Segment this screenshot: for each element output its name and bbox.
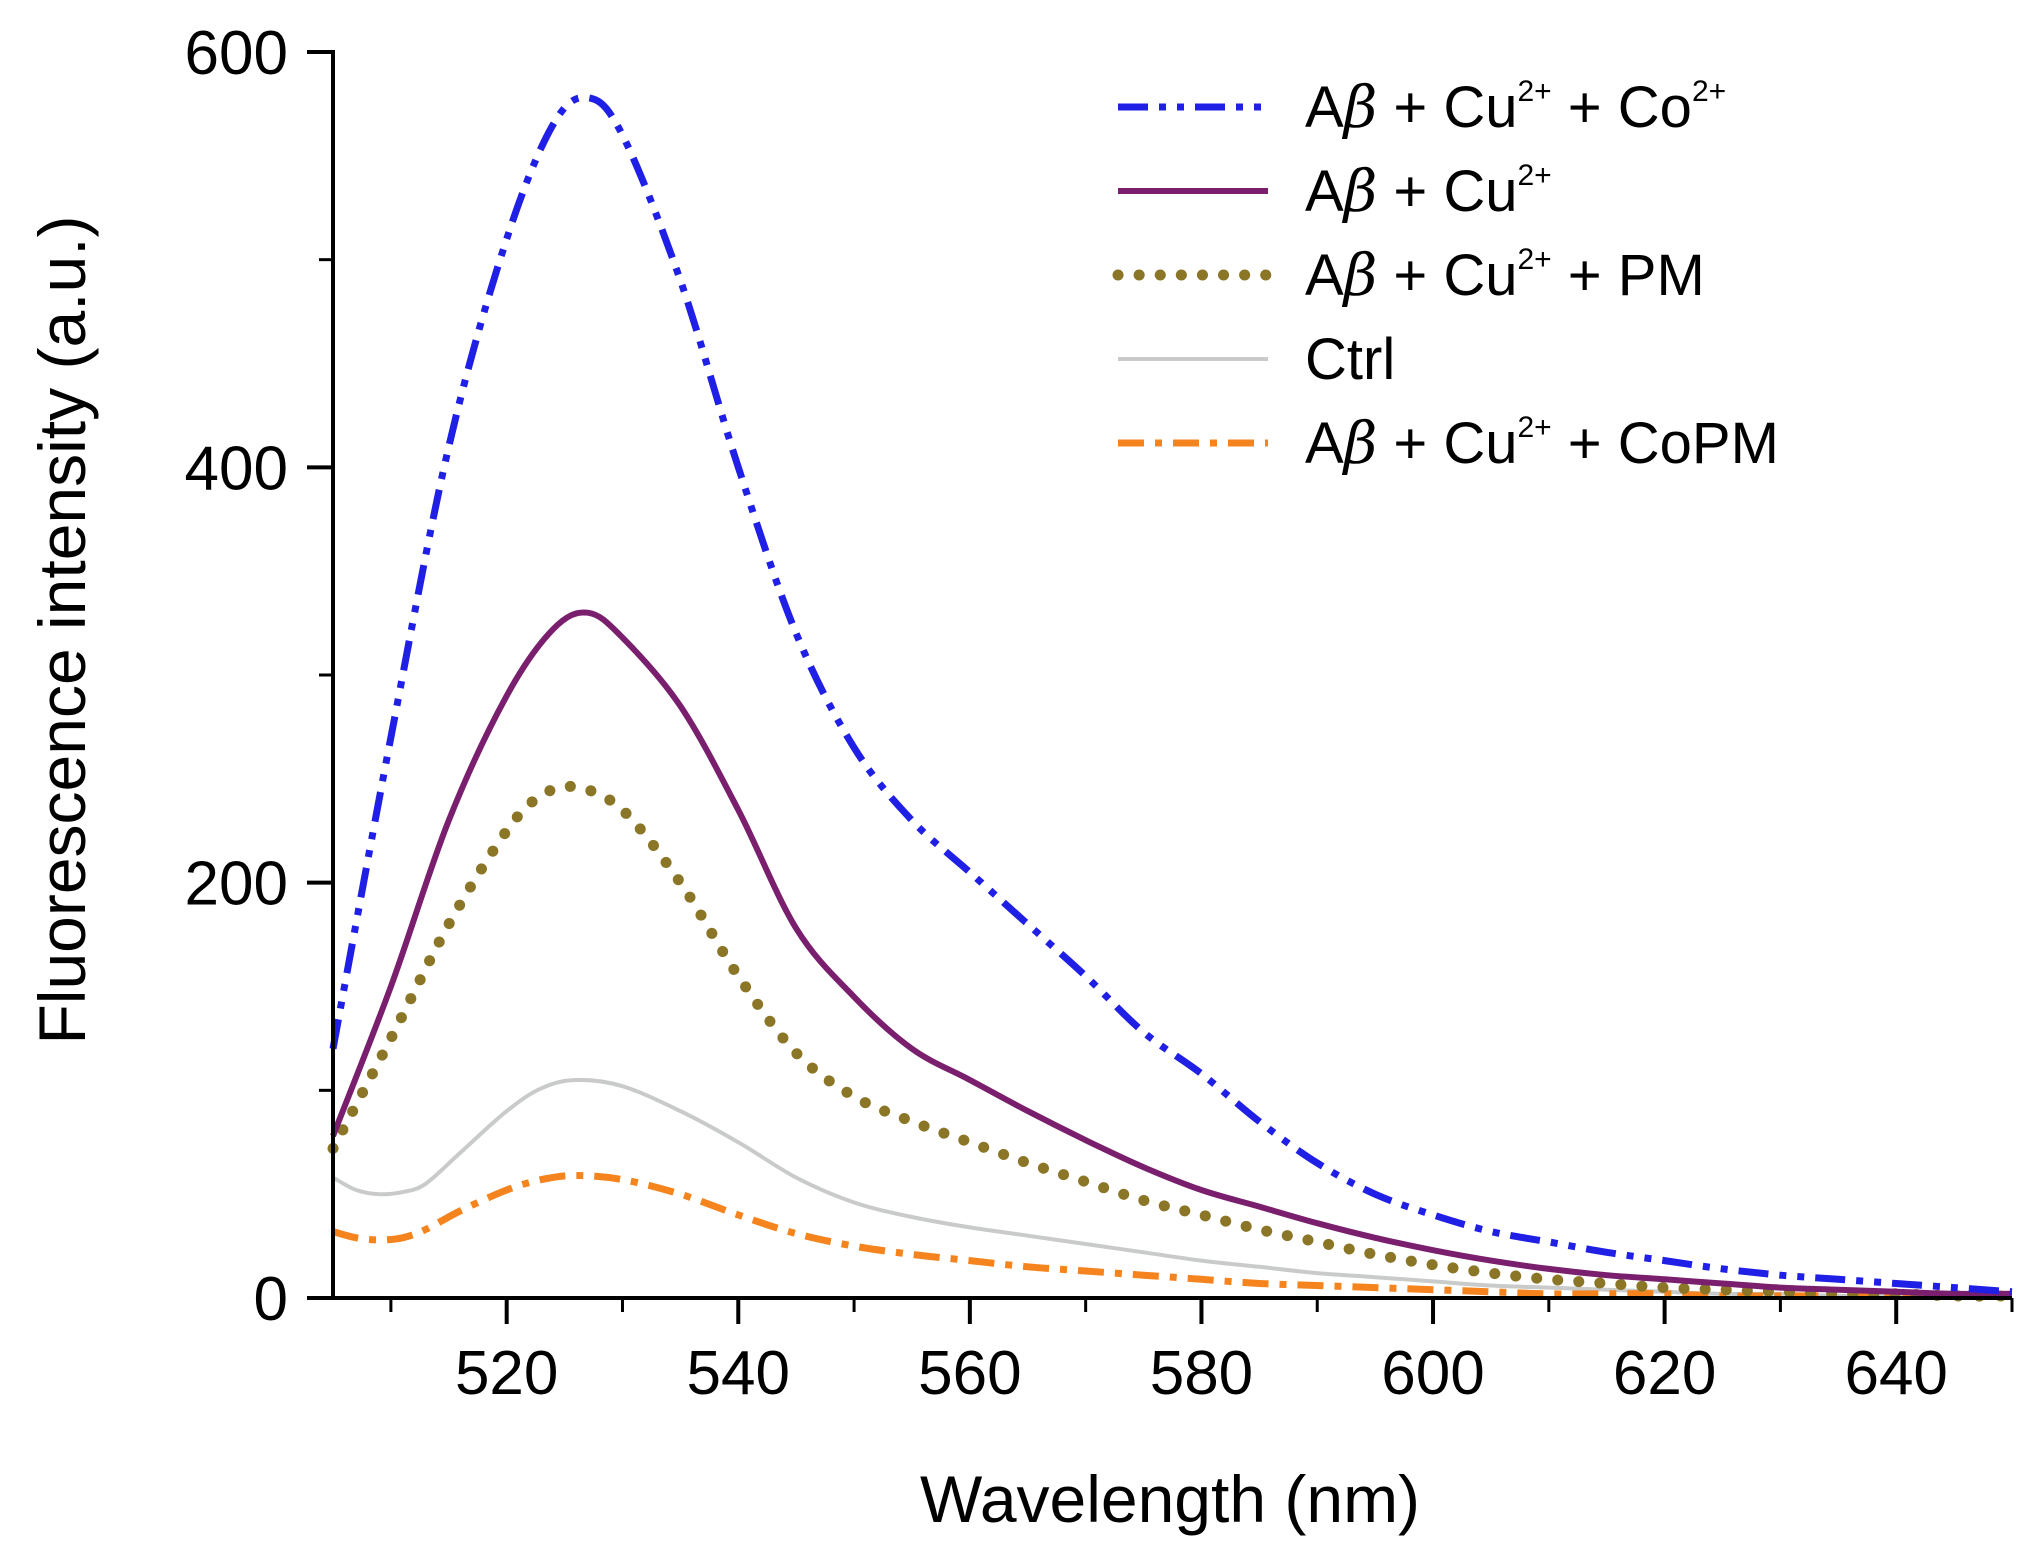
legend-text-part: + CoPM bbox=[1552, 411, 1779, 476]
legend-item: Aβ + Cu2+ + CoPM bbox=[1118, 409, 1779, 477]
legend-superscript: 2+ bbox=[1517, 159, 1551, 192]
legend-label: Aβ + Cu2+ + Co2+ bbox=[1305, 73, 1726, 141]
legend: Aβ + Cu2+ + Co2+Aβ + Cu2+Aβ + Cu2+ + PMC… bbox=[1112, 73, 1779, 477]
x-tick-label: 520 bbox=[455, 1339, 558, 1408]
legend-text-part: A bbox=[1305, 411, 1344, 476]
axis-ticks: 520 540 560 580 600 620 640 0 200 400 600 bbox=[185, 19, 2014, 1408]
legend-beta-glyph: β bbox=[1342, 409, 1378, 477]
y-tick-label: 200 bbox=[185, 850, 288, 919]
legend-item: Aβ + Cu2+ + PM bbox=[1112, 241, 1705, 309]
legend-text-part: + Cu bbox=[1377, 75, 1517, 140]
y-tick-label: 0 bbox=[254, 1265, 288, 1334]
legend-text-part: + Cu bbox=[1377, 159, 1517, 224]
series-line-ctrl-3 bbox=[332, 1077, 2012, 1299]
series-line-a-cu2-copm-4 bbox=[332, 1172, 2012, 1300]
x-tick-label: 600 bbox=[1381, 1339, 1484, 1408]
legend-beta-glyph: β bbox=[1342, 73, 1378, 141]
legend-label: Ctrl bbox=[1305, 327, 1395, 392]
legend-text-part: A bbox=[1305, 75, 1344, 140]
legend-text-part: + Cu bbox=[1377, 243, 1517, 308]
legend-superscript: 2+ bbox=[1517, 243, 1551, 276]
legend-superscript: 2+ bbox=[1517, 411, 1551, 444]
y-axis-title: Fluorescence intensity (a.u.) bbox=[25, 215, 99, 1044]
series-line-a-cu2-1 bbox=[330, 609, 2013, 1297]
legend-item: Ctrl bbox=[1118, 327, 1395, 392]
legend-label: Aβ + Cu2+ + CoPM bbox=[1305, 409, 1779, 477]
series-line-a-cu2-pm-2 bbox=[327, 780, 2018, 1302]
axes bbox=[331, 50, 2012, 1300]
legend-item: Aβ + Cu2+ bbox=[1118, 157, 1552, 225]
legend-text-part: + Cu bbox=[1377, 411, 1517, 476]
y-tick-label: 600 bbox=[185, 19, 288, 88]
plot-area bbox=[327, 93, 2018, 1302]
legend-text-part: A bbox=[1305, 159, 1344, 224]
series-line-a-cu2-co2-0 bbox=[329, 93, 2013, 1296]
x-tick-label: 620 bbox=[1613, 1339, 1716, 1408]
x-tick-label: 540 bbox=[687, 1339, 790, 1408]
legend-item: Aβ + Cu2+ + Co2+ bbox=[1118, 73, 1726, 141]
legend-text-part: Ctrl bbox=[1305, 327, 1395, 392]
legend-beta-glyph: β bbox=[1342, 241, 1378, 309]
x-axis-title: Wavelength (nm) bbox=[920, 1462, 1420, 1536]
x-tick-label: 640 bbox=[1844, 1339, 1947, 1408]
legend-label: Aβ + Cu2+ + PM bbox=[1305, 241, 1705, 309]
legend-text-part: A bbox=[1305, 243, 1344, 308]
y-tick-label: 400 bbox=[185, 434, 288, 503]
x-tick-label: 580 bbox=[1150, 1339, 1253, 1408]
legend-superscript: 2+ bbox=[1517, 75, 1551, 108]
legend-superscript: 2+ bbox=[1692, 75, 1726, 108]
legend-text-part: + Co bbox=[1552, 75, 1692, 140]
legend-beta-glyph: β bbox=[1342, 157, 1378, 225]
legend-label: Aβ + Cu2+ bbox=[1305, 157, 1552, 225]
legend-text-part: + PM bbox=[1552, 243, 1705, 308]
x-tick-label: 560 bbox=[918, 1339, 1021, 1408]
